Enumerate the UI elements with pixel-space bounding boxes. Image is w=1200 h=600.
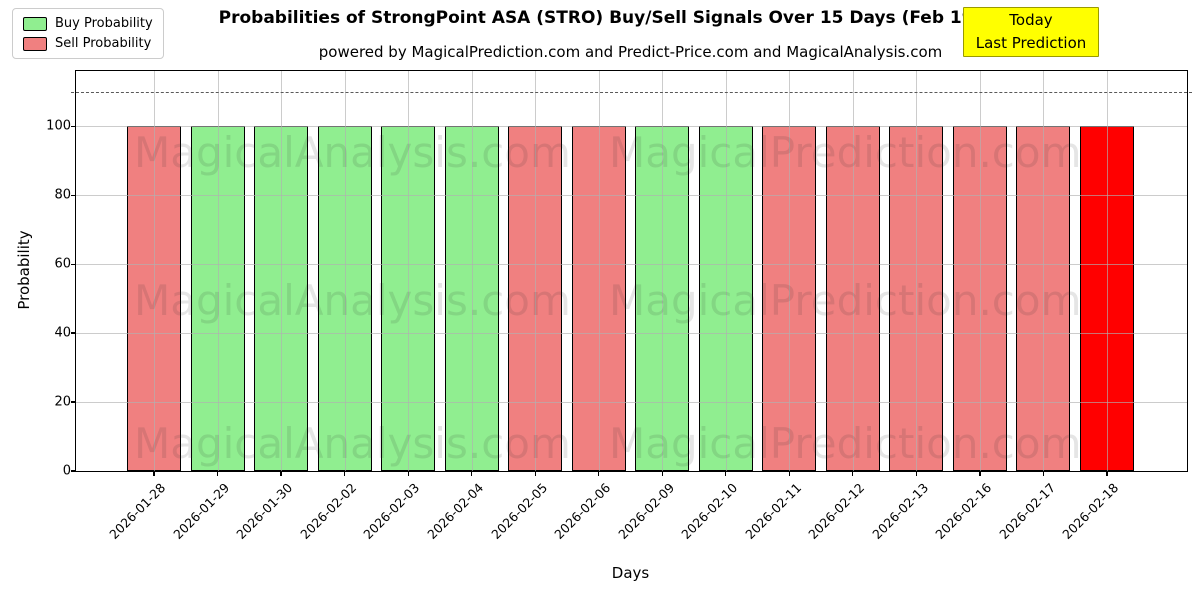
x-tick-label-text: 2026-02-04 [424, 480, 487, 542]
x-tick-mark [725, 471, 727, 476]
v-gridline [789, 71, 791, 471]
y-axis-label: Probability [15, 230, 33, 310]
legend-label: Sell Probability [55, 36, 152, 51]
x-tick-label-text: 2026-02-09 [614, 480, 677, 542]
h-gridline [76, 126, 1187, 128]
x-tick-mark [216, 471, 219, 476]
x-tick-label-text: 2026-02-10 [678, 480, 741, 542]
x-tick-label-text: 2026-02-06 [551, 480, 614, 542]
y-tick-mark [71, 470, 75, 472]
y-tick-mark [71, 332, 75, 334]
today-annotation-line1: Today [1009, 11, 1053, 29]
h-gridline [76, 264, 1187, 266]
x-tick-label-text: 2026-01-30 [233, 480, 296, 542]
v-gridline [979, 71, 981, 471]
y-tick-label: 0 [62, 463, 71, 479]
y-tick-mark [71, 401, 75, 403]
x-tick-label-text: 2026-02-11 [741, 480, 804, 542]
v-gridline [344, 71, 346, 471]
y-tick-label: 100 [46, 118, 71, 134]
legend: Buy Probability Sell Probability [12, 8, 164, 59]
x-tick-label-text: 2026-02-17 [996, 480, 1059, 542]
v-gridline [852, 71, 854, 471]
v-gridline [662, 71, 664, 471]
v-gridline [471, 71, 473, 471]
x-axis-label: Days [611, 564, 650, 582]
x-tick-label-text: 2026-02-12 [805, 480, 868, 542]
v-gridline [1043, 71, 1045, 471]
x-tick-mark [1106, 471, 1108, 476]
legend-swatch-icon [23, 36, 47, 51]
v-gridline [281, 71, 283, 471]
x-tick-mark [598, 471, 600, 476]
legend-swatch-icon [23, 16, 47, 31]
x-tick-mark [407, 471, 409, 476]
x-tick-label-text: 2026-02-13 [869, 480, 931, 542]
v-gridline [1107, 71, 1108, 471]
x-tick-mark [661, 471, 663, 476]
plot-area: 0 20 40 60 80 100 2026-01-28 2026-01-29 2026-01-… [46, 70, 1192, 542]
v-gridline [598, 71, 600, 471]
chart-title: Probabilities of StrongPoint ASA (STRO) … [218, 8, 982, 28]
x-tick-mark [344, 471, 346, 476]
v-gridline [535, 71, 537, 471]
legend-item: Buy Probability [23, 16, 153, 31]
x-tick-mark [153, 471, 155, 476]
x-tick-mark [534, 471, 536, 476]
v-gridline [154, 71, 155, 471]
x-tick-label-text: 2026-02-05 [487, 480, 550, 542]
y-tick-label: 40 [54, 325, 71, 341]
x-tick-label-text: 2026-02-16 [932, 480, 995, 542]
h-gridline [76, 195, 1187, 197]
x-tick-mark [788, 471, 790, 476]
y-tick-label: 20 [54, 394, 71, 410]
y-tick-label: 60 [54, 256, 71, 272]
x-tick-mark [915, 471, 917, 476]
today-annotation-box: Today Last Prediction [963, 7, 1099, 57]
v-gridline [725, 71, 727, 471]
x-tick-label-text: 2026-01-28 [106, 480, 169, 542]
x-tick-label-text: 2026-02-02 [297, 480, 360, 542]
dashed-threshold-line [71, 91, 1192, 93]
chart-subtitle: powered by MagicalPrediction.com and Pre… [318, 43, 943, 61]
legend-label: Buy Probability [55, 16, 153, 31]
x-tick-label-text: 2026-02-03 [360, 480, 423, 542]
v-gridline [916, 71, 918, 471]
x-tick-mark [852, 471, 854, 476]
today-annotation-line2: Last Prediction [975, 33, 1087, 52]
x-tick-mark [280, 471, 282, 476]
x-tick-mark [1042, 471, 1045, 476]
x-tick-label-text: 2026-02-18 [1059, 480, 1122, 542]
y-tick-mark [71, 125, 75, 127]
h-gridline [76, 402, 1187, 404]
y-tick-mark [71, 194, 75, 196]
h-gridline [76, 333, 1187, 335]
x-tick-mark [471, 471, 473, 476]
y-tick-mark [71, 263, 75, 265]
v-gridline [408, 71, 410, 471]
legend-item: Sell Probability [23, 36, 153, 51]
x-tick-mark [979, 471, 981, 476]
y-tick-label: 80 [54, 187, 71, 203]
v-gridline [217, 71, 219, 471]
x-tick-label-text: 2026-01-29 [170, 480, 233, 542]
